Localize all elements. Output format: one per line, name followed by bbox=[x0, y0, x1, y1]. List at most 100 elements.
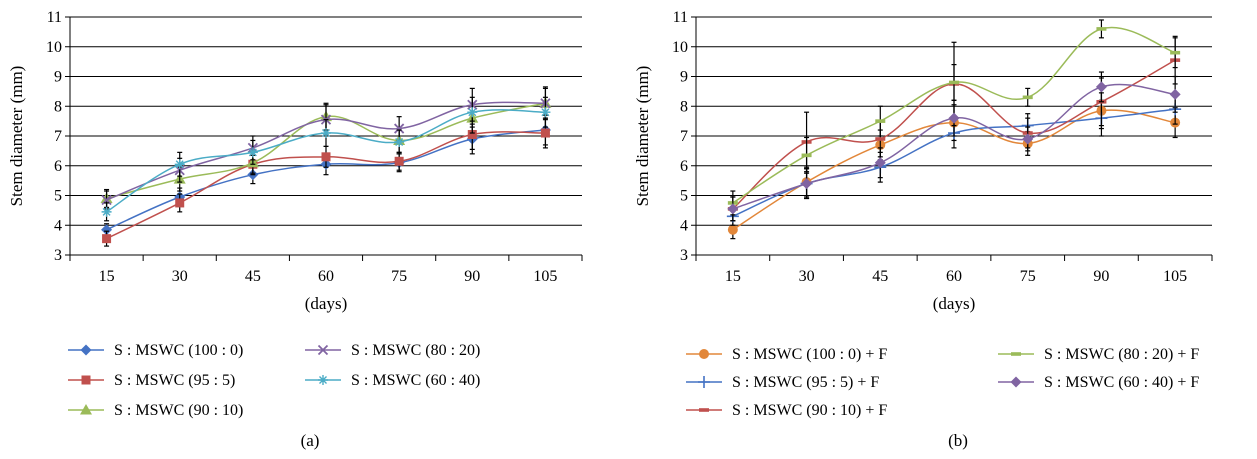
data-point bbox=[394, 156, 404, 166]
legend-marker bbox=[80, 344, 92, 356]
y-tick-label: 8 bbox=[680, 98, 688, 115]
legend-item: S : MSWC (80 : 20) bbox=[305, 342, 480, 359]
legend-label: S : MSWC (100 : 0) + F bbox=[732, 346, 887, 363]
data-point bbox=[875, 137, 886, 141]
legend-marker bbox=[318, 375, 328, 385]
x-axis-label: (days) bbox=[933, 294, 975, 313]
y-tick-label: 10 bbox=[672, 39, 688, 56]
x-tick-label: 15 bbox=[725, 268, 741, 285]
y-tick-label: 9 bbox=[54, 69, 62, 86]
data-point bbox=[540, 128, 550, 138]
legend-marker bbox=[1011, 352, 1021, 356]
legend-label: S : MSWC (90 : 10) bbox=[114, 402, 243, 419]
y-tick-label: 10 bbox=[46, 39, 62, 56]
legend-marker bbox=[699, 408, 709, 412]
y-tick-label: 4 bbox=[680, 217, 688, 234]
data-point bbox=[875, 119, 886, 123]
legend-item: S : MSWC (95 : 5) bbox=[68, 372, 235, 389]
x-tick-label: 105 bbox=[533, 268, 557, 285]
data-point bbox=[321, 128, 331, 139]
y-axis-label: Stem diameter (mm) bbox=[7, 66, 26, 207]
legend-label: S : MSWC (95 : 5) + F bbox=[732, 374, 879, 391]
y-tick-label: 7 bbox=[54, 128, 62, 145]
data-point bbox=[727, 203, 739, 215]
x-tick-label: 30 bbox=[799, 268, 815, 285]
legend-label: S : MSWC (80 : 20) + F bbox=[1044, 346, 1199, 363]
legend-marker bbox=[1010, 376, 1022, 388]
y-tick-label: 6 bbox=[54, 158, 62, 175]
y-tick-label: 4 bbox=[54, 217, 62, 234]
x-tick-label: 15 bbox=[99, 268, 115, 285]
x-tick-label: 30 bbox=[172, 268, 188, 285]
x-tick-label: 45 bbox=[872, 268, 888, 285]
legend-item: S : MSWC (60 : 40) + F bbox=[998, 374, 1199, 391]
series-5 bbox=[101, 96, 551, 222]
legend-item: S : MSWC (90 : 10) + F bbox=[686, 402, 887, 419]
series-2 bbox=[102, 117, 550, 247]
legend-label: S : MSWC (95 : 5) bbox=[114, 372, 235, 389]
data-point bbox=[874, 157, 886, 169]
legend-item: S : MSWC (90 : 10) bbox=[68, 402, 243, 419]
data-point bbox=[175, 198, 185, 208]
data-point bbox=[247, 147, 258, 158]
x-tick-label: 75 bbox=[1020, 268, 1036, 285]
legend-marker bbox=[317, 344, 329, 356]
panel-label: (a) bbox=[301, 431, 320, 450]
data-point bbox=[467, 130, 477, 140]
data-point bbox=[949, 80, 959, 85]
legend-label: S : MSWC (80 : 20) bbox=[351, 342, 480, 359]
data-point bbox=[394, 136, 405, 147]
data-point bbox=[1022, 133, 1034, 145]
x-axis-label: (days) bbox=[305, 294, 347, 313]
data-point bbox=[101, 194, 112, 206]
y-tick-label: 11 bbox=[673, 9, 688, 26]
legend-marker bbox=[699, 349, 709, 359]
legend-label: S : MSWC (100 : 0) bbox=[114, 342, 243, 359]
data-point bbox=[727, 224, 738, 235]
panel-label: (b) bbox=[948, 431, 968, 450]
series-5 bbox=[727, 71, 1181, 222]
data-point bbox=[1022, 95, 1033, 100]
y-tick-label: 3 bbox=[680, 247, 688, 264]
data-point bbox=[174, 159, 185, 170]
x-tick-label: 90 bbox=[1093, 268, 1109, 285]
legend-item: S : MSWC (100 : 0) bbox=[68, 342, 243, 359]
x-tick-label: 75 bbox=[391, 268, 407, 285]
series-4 bbox=[727, 19, 1181, 216]
x-tick-label: 105 bbox=[1163, 268, 1187, 285]
legend-item: S : MSWC (80 : 20) + F bbox=[998, 346, 1199, 363]
legend-item: S : MSWC (95 : 5) + F bbox=[686, 374, 879, 391]
legend-label: S : MSWC (60 : 40) + F bbox=[1044, 374, 1199, 391]
legend-label: S : MSWC (90 : 10) + F bbox=[732, 402, 887, 419]
y-tick-label: 8 bbox=[54, 98, 62, 115]
legend: S : MSWC (100 : 0) S : MSWC (95 : 5) S : M… bbox=[68, 342, 480, 419]
data-point bbox=[321, 152, 331, 162]
data-point bbox=[1169, 88, 1181, 100]
data-point bbox=[101, 224, 113, 236]
data-point bbox=[801, 153, 812, 158]
legend-marker bbox=[698, 376, 710, 388]
data-point bbox=[801, 178, 813, 190]
y-axis-label: Stem diameter (mm) bbox=[633, 66, 652, 207]
data-point bbox=[394, 123, 405, 134]
x-tick-label: 60 bbox=[318, 268, 334, 285]
y-tick-label: 7 bbox=[680, 128, 688, 145]
x-tick-label: 90 bbox=[464, 268, 480, 285]
legend-marker bbox=[81, 375, 91, 385]
data-point bbox=[101, 206, 112, 217]
data-point bbox=[1095, 81, 1107, 93]
x-tick-label: 45 bbox=[245, 268, 261, 285]
y-tick-label: 9 bbox=[680, 69, 688, 86]
data-point bbox=[102, 234, 112, 244]
legend-marker bbox=[80, 404, 92, 415]
x-tick-label: 60 bbox=[946, 268, 962, 285]
y-tick-label: 3 bbox=[54, 247, 62, 264]
legend-label: S : MSWC (60 : 40) bbox=[351, 372, 480, 389]
legend-item: S : MSWC (60 : 40) bbox=[305, 372, 480, 389]
legend: S : MSWC (100 : 0) + F S : MSWC (95 : 5) … bbox=[686, 346, 1199, 419]
y-tick-label: 6 bbox=[680, 158, 688, 175]
y-tick-label: 5 bbox=[680, 188, 688, 205]
